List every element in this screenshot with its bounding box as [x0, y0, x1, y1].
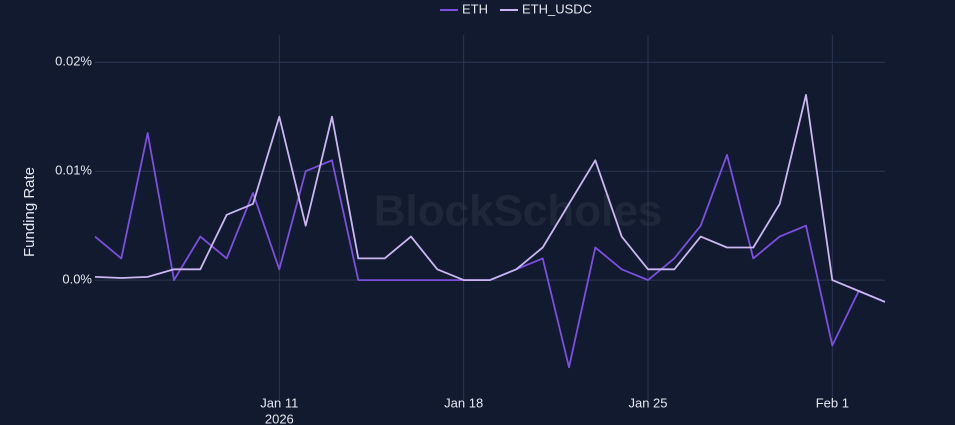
- legend-label: ETH_USDC: [522, 1, 592, 16]
- x-tick-label: Jan 11: [260, 395, 298, 410]
- y-axis-title: Funding Rate: [21, 167, 38, 257]
- y-tick-label: 0.0%: [62, 272, 92, 287]
- x-tick-label: Feb 1: [816, 395, 849, 410]
- x-year-label: 2026: [265, 411, 294, 425]
- x-tick-label: Jan 18: [444, 395, 483, 410]
- y-tick-label: 0.02%: [55, 54, 92, 69]
- x-tick-label: Jan 25: [628, 395, 667, 410]
- y-tick-label: 0.01%: [55, 163, 92, 178]
- watermark: BlockScholes: [374, 187, 663, 236]
- line-series: [94, 94, 886, 303]
- legend-label: ETH: [462, 1, 488, 16]
